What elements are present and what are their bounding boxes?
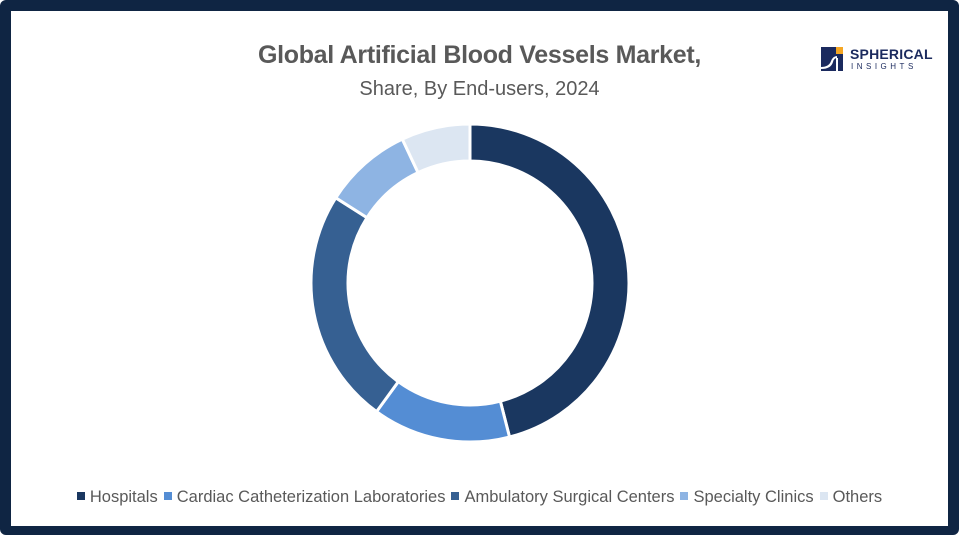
legend-item: Hospitals: [76, 488, 158, 507]
chart-title: Global Artificial Blood Vessels Market,: [257, 41, 702, 69]
legend-item: Specialty Clinics: [680, 488, 814, 507]
legend-label: Cardiac Catheterization Laboratories: [176, 488, 446, 506]
legend-label: Hospitals: [89, 488, 158, 506]
legend-item: Ambulatory Surgical Centers: [451, 488, 674, 507]
legend-item: Cardiac Catheterization Laboratories: [163, 488, 446, 507]
chart-subtitle: Share, By End-users, 2024: [359, 78, 600, 100]
legend-swatch-icon: [451, 492, 460, 500]
logo-mark-icon: [821, 47, 843, 71]
legend-label: Others: [832, 488, 883, 506]
spherical-insights-logo: SPHERICAL INSIGHTS: [821, 46, 933, 75]
legend-label: Specialty Clinics: [693, 488, 814, 506]
donut-slice-hospitals: [468, 122, 631, 439]
legend-label: Ambulatory Surgical Centers: [464, 488, 675, 506]
logo-subtitle: INSIGHTS: [851, 62, 917, 71]
legend-swatch-icon: [163, 492, 172, 500]
legend-swatch-icon: [76, 492, 85, 500]
chart-legend: Hospitals Cardiac Catheterization Laborat…: [0, 488, 959, 507]
donut-slice-ambulatory-surgical-centers: [309, 195, 401, 414]
donut-slice-others: [400, 122, 472, 175]
donut-slice-specialty-clinics: [333, 137, 421, 220]
legend-swatch-icon: [819, 492, 828, 500]
logo-wordmark: SPHERICAL: [850, 46, 933, 62]
donut-slice-cardiac-catheterization-laboratories: [374, 379, 512, 444]
legend-swatch-icon: [680, 492, 689, 500]
legend-item: Others: [819, 488, 883, 507]
